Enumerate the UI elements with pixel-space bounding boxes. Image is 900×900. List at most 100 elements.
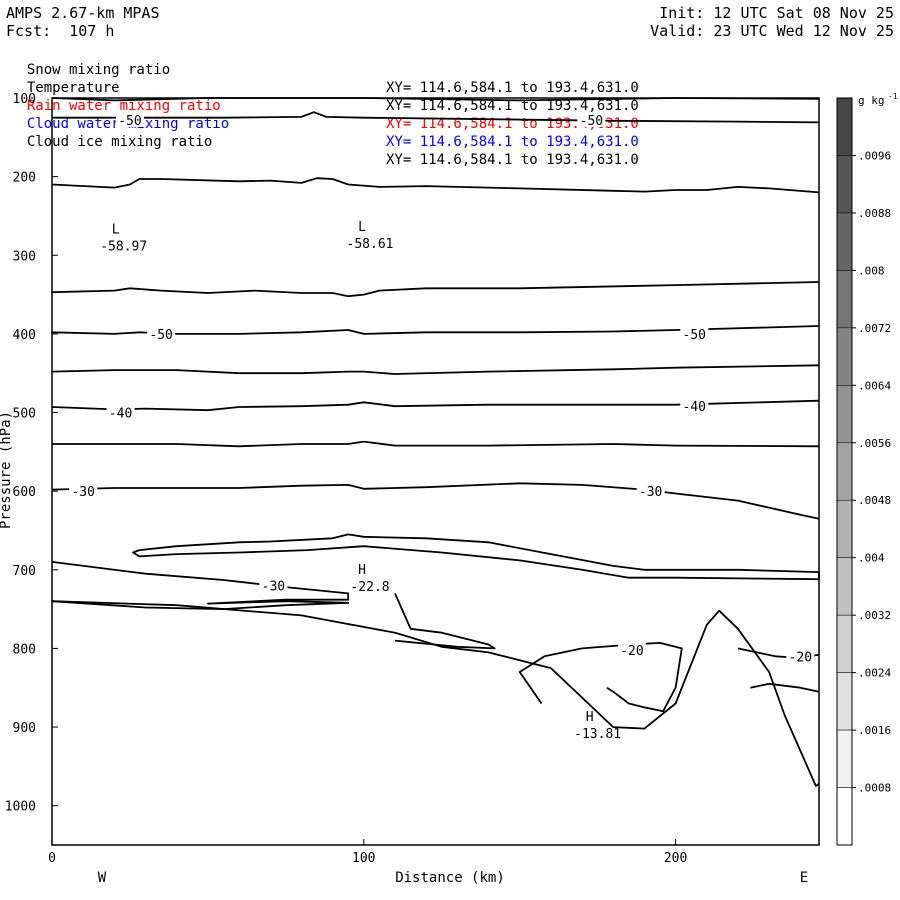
colorbar-swatch xyxy=(836,327,853,386)
extremum-value: -58.61 xyxy=(347,237,394,252)
x-axis-label: Distance (km) xyxy=(395,870,505,886)
y-axis: 100 200 300 400 500 600 700 800 900 1000 xyxy=(5,92,58,815)
contour-label: -40 xyxy=(683,400,706,415)
colorbar-tick-label: .0024 xyxy=(858,667,891,680)
isotherm-line xyxy=(51,281,820,298)
contour-label: -20 xyxy=(789,650,812,665)
colorbar-tick-label: .0072 xyxy=(858,322,891,335)
colorbar-tick-label: .008 xyxy=(858,264,885,277)
contour-label-bg xyxy=(106,404,135,420)
contour-label: -40 xyxy=(109,407,132,422)
colorbar-swatch xyxy=(836,97,853,156)
y-tick-label: 600 xyxy=(13,485,36,500)
isotherm-layer xyxy=(51,97,820,787)
field-legend-cloud-water: Cloud water mixing ratio XY= 114.6,584.1… xyxy=(10,97,639,151)
isotherm-line xyxy=(132,533,820,581)
field-label: Snow mixing ratio xyxy=(26,62,171,78)
y-tick-label: 300 xyxy=(13,249,36,264)
contour-label-bg xyxy=(69,483,98,499)
isotherm-line xyxy=(52,440,820,448)
isotherm-line xyxy=(51,364,820,375)
colorbar-frame xyxy=(836,97,853,846)
colorbar-swatch xyxy=(836,499,853,558)
isotherm-line xyxy=(51,482,820,520)
y-axis-label: Pressure (hPa) xyxy=(0,411,14,529)
colorbar-swatch xyxy=(836,155,853,214)
contour-label: -20 xyxy=(620,644,643,659)
init-time: Init: 12 UTC Sat 08 Nov 25 xyxy=(659,4,894,22)
contour-label: -50 xyxy=(149,328,172,343)
colorbar-swatch xyxy=(836,442,853,501)
colorbar-swatch xyxy=(836,672,853,731)
contour-label-layer: -50 -50 -50 -50 -40 -40 -30 -30 -30 -20 -20 xyxy=(69,112,815,665)
contour-label: -30 xyxy=(71,485,94,500)
field-xy: XY= 114.6,584.1 to 193.4,631.0 xyxy=(386,152,639,168)
colorbar-unit: g kg xyxy=(858,94,885,107)
contour-label: -30 xyxy=(639,485,662,500)
x-axis: 0 100 200 xyxy=(48,839,687,866)
extrema-layer: L -58.97 L -58.61 H -22.8 H -13.81 xyxy=(100,220,621,742)
contour-label-bg xyxy=(115,112,144,128)
y-tick-label: 700 xyxy=(13,564,36,579)
x-tick-label: 0 xyxy=(48,851,56,866)
colorbar-swatch xyxy=(836,212,853,271)
model-title: AMPS 2.67-km MPAS xyxy=(6,4,160,22)
colorbar-swatch xyxy=(836,787,853,846)
x-tick-label: 100 xyxy=(352,851,375,866)
extremum-type-label: L xyxy=(358,220,366,235)
contour-label: -50 xyxy=(118,114,141,129)
contour-label-bg xyxy=(636,483,665,499)
colorbar-tick-label: .004 xyxy=(858,552,885,565)
colorbar: .0096 .0088 .008 .0072 .0064 .0056 .0048 .004 .0… xyxy=(836,92,898,846)
contour-label: -50 xyxy=(683,328,706,343)
y-tick-label: 400 xyxy=(13,328,36,343)
colorbar-swatch xyxy=(836,614,853,673)
colorbar-swatch xyxy=(836,385,853,444)
y-tick-label: 900 xyxy=(13,721,36,736)
field-legend-snow: Snow mixing ratio XY= 114.6,584.1 to 193… xyxy=(10,43,639,97)
y-tick-label: 500 xyxy=(13,407,36,422)
y-tick-label: 200 xyxy=(13,171,36,186)
field-xy: XY= 114.6,584.1 to 193.4,631.0 xyxy=(386,80,639,96)
east-label: E xyxy=(800,870,808,886)
contour-label: -30 xyxy=(262,580,285,595)
extremum-value: -58.97 xyxy=(100,239,147,254)
colorbar-tick-label: .0088 xyxy=(858,207,891,220)
y-tick-label: 800 xyxy=(13,642,36,657)
contour-label: -50 xyxy=(580,114,603,129)
extremum-type-label: H xyxy=(358,563,366,578)
colorbar-tick-label: .0032 xyxy=(858,609,891,622)
contour-label-bg xyxy=(786,648,815,664)
colorbar-tick-label: .0016 xyxy=(858,724,891,737)
y-tick-label: 100 xyxy=(13,92,36,107)
colorbar-tick-label: .0096 xyxy=(858,149,891,162)
y-tick-label: 1000 xyxy=(5,800,36,815)
plot-frame xyxy=(51,97,820,846)
extremum-value: -22.8 xyxy=(350,580,389,595)
isotherm-line xyxy=(518,642,683,713)
extremum-value: -13.81 xyxy=(574,727,621,742)
valid-time: Valid: 23 UTC Wed 12 Nov 25 xyxy=(650,22,894,40)
colorbar-tick-label: .0008 xyxy=(858,782,891,795)
colorbar-swatch xyxy=(836,557,853,616)
field-xy: XY= 114.6,584.1 to 193.4,631.0 xyxy=(386,98,639,114)
colorbar-swatch xyxy=(836,729,853,788)
forecast-hour: Fcst: 107 h xyxy=(6,22,115,40)
colorbar-tick-label: .0048 xyxy=(858,494,891,507)
contour-label-bg xyxy=(147,325,176,341)
contour-label-bg xyxy=(617,641,646,657)
isotherm-line xyxy=(51,399,820,412)
x-tick-label: 200 xyxy=(664,851,687,866)
field-legend-temperature: Temperature XY= 114.6,584.1 to 193.4,631… xyxy=(10,61,639,115)
west-label: W xyxy=(98,870,107,886)
isotherm-line xyxy=(52,111,820,124)
contour-label-bg xyxy=(680,325,709,341)
field-legend-cloud-ice: Cloud ice mixing ratio XY= 114.6,584.1 t… xyxy=(10,115,639,169)
field-xy: XY= 114.6,584.1 to 193.4,631.0 xyxy=(386,134,639,150)
extremum-type-label: L xyxy=(112,222,120,237)
colorbar-swatch xyxy=(836,270,853,329)
contour-label-bg xyxy=(259,577,288,593)
extremum-type-label: H xyxy=(586,710,594,725)
contour-label-bg xyxy=(680,398,709,414)
